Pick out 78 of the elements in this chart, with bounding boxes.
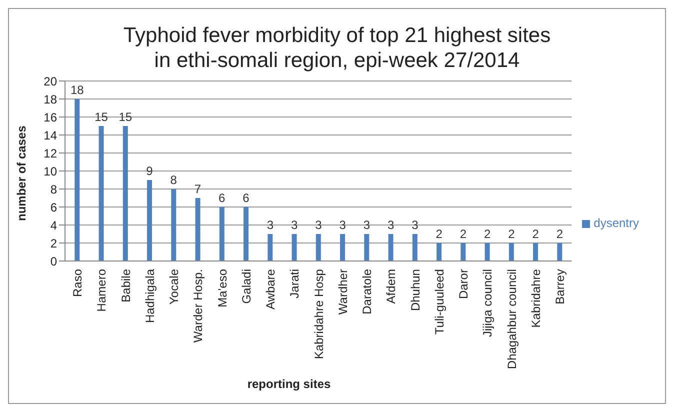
data-label: 7 (194, 182, 202, 196)
data-label: 2 (508, 227, 516, 241)
x-tick-label: Jijiga council (480, 269, 495, 338)
x-tick-label: Barrey (553, 269, 568, 304)
data-label: 8 (170, 173, 178, 187)
bar (460, 243, 466, 261)
x-tick-label: Tuli-guuleed (432, 269, 446, 335)
data-label: 15 (94, 110, 108, 124)
y-tick-label: 18 (44, 92, 58, 106)
y-tick-label: 2 (50, 236, 58, 250)
bar (316, 234, 321, 261)
bar (557, 243, 562, 261)
bar (147, 180, 152, 261)
data-label: 2 (532, 227, 540, 241)
x-tick-label: Kabridahre (528, 268, 543, 328)
x-tick-label: Babile (118, 268, 133, 302)
y-tick-label: 20 (44, 74, 58, 88)
bar (171, 189, 176, 261)
bar (412, 234, 418, 261)
y-tick-label: 14 (44, 128, 58, 142)
bar (533, 243, 538, 261)
data-label: 2 (556, 227, 564, 241)
x-tick-label: Hamero (94, 268, 109, 312)
x-tick-label: Afdem (384, 269, 398, 304)
bar (508, 243, 514, 261)
bar (122, 126, 128, 261)
x-tick-label: Daratole (360, 268, 374, 314)
bar (219, 207, 224, 261)
data-label: 3 (339, 218, 346, 232)
y-tick-label: 10 (44, 164, 58, 178)
x-tick-label: Jarati (288, 269, 302, 298)
bar (74, 99, 80, 261)
bar (268, 234, 273, 261)
y-tick-label: 0 (50, 254, 58, 268)
bar (244, 207, 249, 261)
data-label: 9 (146, 164, 154, 178)
x-tick-label: Hadhigala (142, 268, 157, 324)
data-label: 3 (412, 218, 419, 232)
bar (388, 234, 394, 261)
bar (436, 243, 442, 261)
chart-title: Typhoid fever morbidity of top 21 highest sites in ethi-somali region, epi-week 27/2014 (122, 23, 552, 73)
x-tick-label: Galadi (239, 269, 254, 304)
data-label: 3 (387, 218, 394, 232)
data-label: 3 (315, 218, 322, 232)
x-tick-label: Dhuhun (408, 269, 422, 312)
data-label: 15 (118, 110, 132, 124)
legend-label: dysentry (594, 216, 639, 230)
bar (292, 234, 297, 261)
data-label: 3 (290, 218, 298, 232)
y-tick-label: 6 (50, 200, 58, 214)
bar (484, 243, 490, 261)
data-label: 6 (242, 191, 250, 205)
data-label: 6 (218, 191, 226, 205)
data-label: 2 (436, 227, 443, 241)
bar (98, 126, 104, 261)
x-tick-label: Awbare (264, 268, 278, 310)
x-tick-label: Ma'eso (215, 268, 230, 308)
y-axis-title: number of cases (14, 125, 28, 221)
x-axis-title: reporting sites (246, 377, 332, 391)
x-tick-label: Raso (70, 268, 85, 298)
y-tick-label: 12 (44, 146, 58, 160)
y-tick-label: 16 (44, 110, 58, 124)
data-label: 2 (484, 227, 491, 241)
bar (195, 198, 200, 261)
bar (340, 234, 346, 261)
data-label: 3 (363, 218, 370, 232)
x-tick-label: Warder Hosp. (191, 269, 206, 343)
x-tick-label: Daror (456, 269, 471, 300)
y-tick-label: 8 (50, 182, 58, 196)
y-tick-label: 4 (50, 218, 58, 232)
bar (364, 234, 370, 261)
data-label: 2 (460, 227, 467, 241)
x-tick-label: Wardher (336, 269, 350, 315)
x-tick-label: Kabridahre Hosp (312, 268, 326, 360)
data-label: 3 (266, 218, 274, 232)
x-tick-label: Yocale (167, 268, 182, 305)
data-label: 18 (70, 83, 84, 97)
x-tick-label: Dhagahbur council (504, 269, 519, 370)
